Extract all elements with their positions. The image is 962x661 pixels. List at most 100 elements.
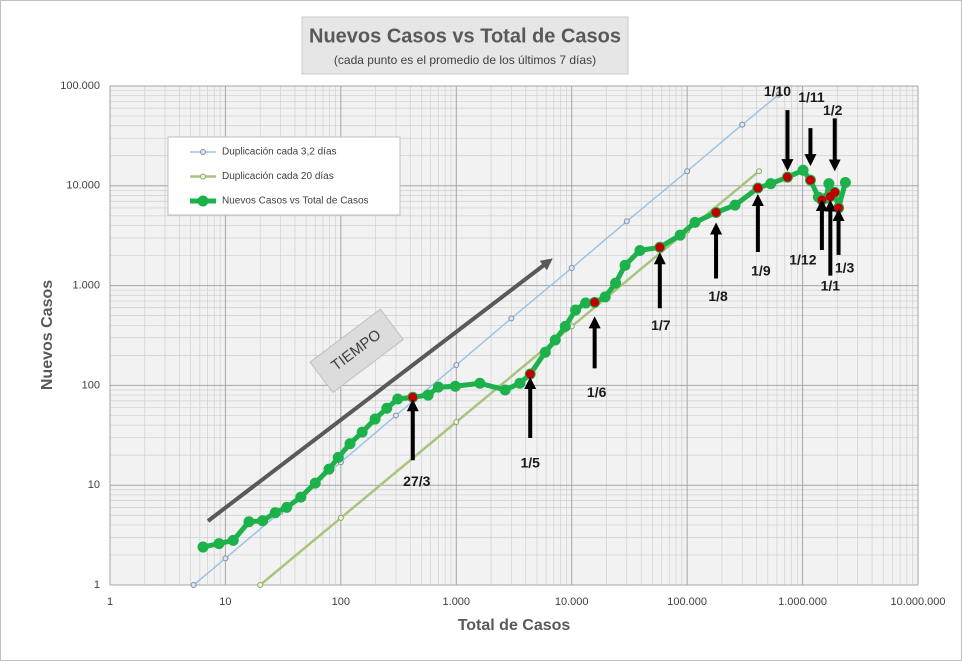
legend-marker	[200, 173, 206, 180]
time-arrow	[206, 258, 553, 523]
y-tick-label: 100.000	[60, 80, 100, 92]
point	[369, 413, 381, 425]
legend-marker	[197, 195, 209, 207]
point	[281, 501, 293, 513]
highlight-point	[782, 172, 792, 182]
highlight-label: 1/7	[651, 317, 671, 333]
x-tick-label: 10	[219, 596, 231, 608]
point	[689, 216, 701, 228]
point	[269, 507, 281, 519]
y-tick-label: 1.000	[72, 280, 100, 292]
highlight-label: 1/6	[587, 384, 607, 400]
point	[599, 291, 611, 303]
point	[474, 377, 486, 389]
point	[623, 218, 630, 225]
point	[323, 463, 335, 475]
highlight-point	[805, 175, 815, 185]
point	[332, 451, 344, 463]
y-tick-label: 1	[94, 579, 100, 591]
x-tick-label: 100	[332, 596, 350, 608]
highlight-point	[590, 297, 600, 307]
highlight-point	[711, 208, 721, 218]
point	[619, 259, 631, 271]
x-tick-label: 10.000	[555, 596, 589, 608]
point	[559, 320, 571, 332]
point	[539, 346, 551, 358]
legend-label: Nuevos Casos vs Total de Casos	[222, 196, 369, 207]
point	[449, 380, 461, 392]
legend-label: Duplicación cada 3,2 días	[222, 147, 337, 158]
series-line	[202, 167, 848, 550]
point	[610, 277, 622, 289]
highlight-point	[753, 183, 763, 193]
highlight-point	[408, 392, 418, 402]
highlight-label: 1/12	[789, 252, 816, 268]
point	[797, 164, 809, 176]
chart-title: Nuevos Casos vs Total de Casos	[309, 25, 621, 47]
point	[453, 418, 460, 425]
point	[765, 178, 777, 190]
point	[508, 315, 515, 322]
point	[381, 402, 393, 414]
x-axis-title: Total de Casos	[458, 617, 571, 634]
highlight-label: 27/3	[403, 473, 430, 489]
point	[344, 438, 356, 450]
point	[392, 412, 399, 419]
y-axis-title: Nuevos Casos	[39, 280, 56, 390]
highlight-label: 1/1	[821, 277, 841, 293]
point	[839, 176, 851, 188]
highlight-point	[525, 369, 535, 379]
y-tick-label: 10.000	[66, 180, 100, 192]
point	[453, 362, 460, 369]
series-line	[193, 94, 780, 586]
point	[356, 426, 368, 438]
legend-label: Duplicación cada 20 días	[222, 171, 334, 182]
point	[337, 514, 344, 521]
legend-marker	[200, 149, 206, 155]
chart-subtitle: (cada punto es el promedio de los último…	[334, 53, 596, 67]
point	[190, 582, 197, 588]
point	[432, 381, 444, 393]
point	[222, 555, 229, 562]
x-tick-label: 1.000.000	[778, 596, 827, 608]
x-tick-label: 1.000	[443, 596, 471, 608]
highlight-label: 1/2	[823, 102, 843, 118]
point	[775, 91, 782, 98]
point	[634, 244, 646, 256]
highlight-point	[655, 242, 665, 252]
highlight-point	[834, 203, 844, 213]
point	[570, 304, 582, 316]
point	[213, 538, 225, 550]
highlight-label: 1/11	[798, 89, 825, 105]
point	[499, 384, 511, 396]
highlight-label: 1/3	[835, 260, 855, 276]
point	[197, 541, 209, 553]
highlight-label: 1/5	[520, 455, 540, 471]
point	[257, 582, 264, 588]
point	[729, 199, 741, 211]
highlight-point	[830, 187, 840, 197]
point	[422, 389, 434, 401]
point	[227, 534, 239, 546]
point	[739, 121, 746, 128]
highlight-label: 1/10	[764, 83, 791, 99]
point	[295, 491, 307, 503]
y-tick-label: 10	[88, 479, 100, 491]
annotation-bg	[309, 308, 404, 394]
highlight-point	[817, 195, 827, 205]
x-tick-label: 1	[107, 596, 113, 608]
title-box	[301, 16, 629, 75]
point	[684, 168, 691, 175]
point	[674, 229, 686, 241]
point	[514, 377, 526, 389]
point	[257, 515, 269, 527]
point	[309, 477, 321, 489]
point	[823, 178, 835, 190]
point	[580, 297, 592, 309]
highlight-label: 1/8	[708, 288, 728, 304]
highlight-label: 1/9	[751, 263, 771, 279]
point	[756, 168, 763, 175]
point	[392, 393, 404, 405]
point	[568, 265, 575, 272]
